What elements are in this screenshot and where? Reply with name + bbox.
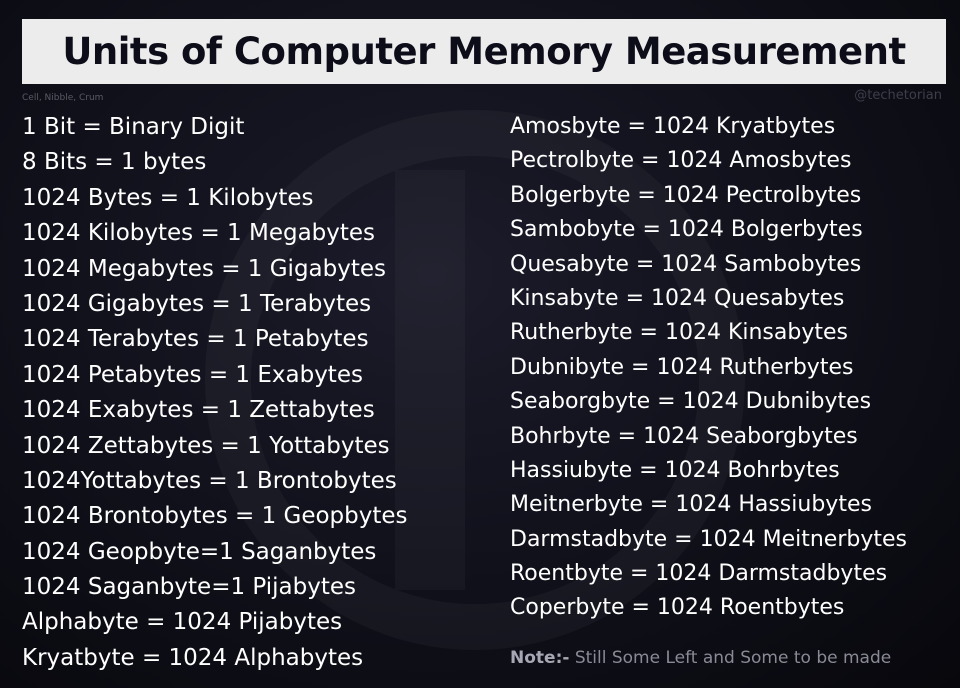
- list-item: Quesabyte = 1024 Sambobytes: [510, 251, 862, 277]
- list-item: Seaborgbyte = 1024 Dubnibytes: [510, 389, 872, 415]
- list-item: Bohrbyte = 1024 Seaborgbytes: [510, 423, 858, 449]
- list-item: 1024 Kilobytes = 1 Megabytes: [22, 220, 376, 247]
- list-item: Kryatbyte = 1024 Alphabytes: [22, 644, 364, 671]
- list-item: 1024 Megabytes = 1 Gigabytes: [22, 255, 387, 282]
- list-item: 1024 Bytes = 1 Kilobytes: [22, 184, 314, 211]
- list-item: Bolgerbyte = 1024 Pectrolbytes: [510, 182, 862, 208]
- list-item: 1024 Zettabytes = 1 Yottabytes: [22, 432, 390, 459]
- right-unit-list: Amosbyte = 1024 Kryatbytes Pectrolbyte =…: [510, 110, 907, 626]
- list-item: Meitnerbyte = 1024 Hassiubytes: [510, 492, 872, 518]
- list-item: 1024 Brontobytes = 1 Geopbytes: [22, 503, 408, 530]
- list-item: Dubnibyte = 1024 Rutherbytes: [510, 354, 854, 380]
- list-item: 1024 Geopbyte=1 Saganbytes: [22, 538, 377, 565]
- list-item: Sambobyte = 1024 Bolgerbytes: [510, 217, 863, 243]
- title-banner: Units of Computer Memory Measurement: [22, 19, 946, 84]
- footnote-text: Still Some Left and Some to be made: [569, 648, 892, 668]
- list-item: Roentbyte = 1024 Darmstadbytes: [510, 561, 888, 587]
- list-item: 1024Yottabytes = 1 Brontobytes: [22, 467, 397, 494]
- list-item: Kinsabyte = 1024 Quesabytes: [510, 285, 845, 311]
- list-item: Alphabyte = 1024 Pijabytes: [22, 609, 343, 636]
- left-unit-list: 1 Bit = Binary Digit 8 Bits = 1 bytes 10…: [22, 110, 408, 676]
- footnote-label: Note:-: [510, 648, 570, 668]
- list-item: Pectrolbyte = 1024 Amosbytes: [510, 148, 852, 174]
- list-item: Hassiubyte = 1024 Bohrbytes: [510, 457, 840, 483]
- list-item: 8 Bits = 1 bytes: [22, 149, 207, 176]
- list-item: 1024 Exabytes = 1 Zettabytes: [22, 397, 375, 424]
- list-item: Amosbyte = 1024 Kryatbytes: [510, 114, 836, 139]
- list-item: Rutherbyte = 1024 Kinsabytes: [510, 320, 848, 346]
- list-item: 1 Bit = Binary Digit: [22, 114, 245, 140]
- list-item: 1024 Petabytes = 1 Exabytes: [22, 361, 363, 388]
- footnote: Note:- Still Some Left and Some to be ma…: [510, 648, 891, 668]
- list-item: 1024 Saganbyte=1 Pijabytes: [22, 574, 357, 601]
- credit-handle: @techetorian: [854, 88, 942, 103]
- list-item: 1024 Terabytes = 1 Petabytes: [22, 326, 369, 353]
- caption-note: Cell, Nibble, Crum: [22, 93, 104, 103]
- list-item: 1024 Gigabytes = 1 Terabytes: [22, 290, 372, 317]
- list-item: Darmstadbyte = 1024 Meitnerbytes: [510, 526, 907, 552]
- page-title: Units of Computer Memory Measurement: [62, 30, 906, 73]
- list-item: Coperbyte = 1024 Roentbytes: [510, 595, 845, 621]
